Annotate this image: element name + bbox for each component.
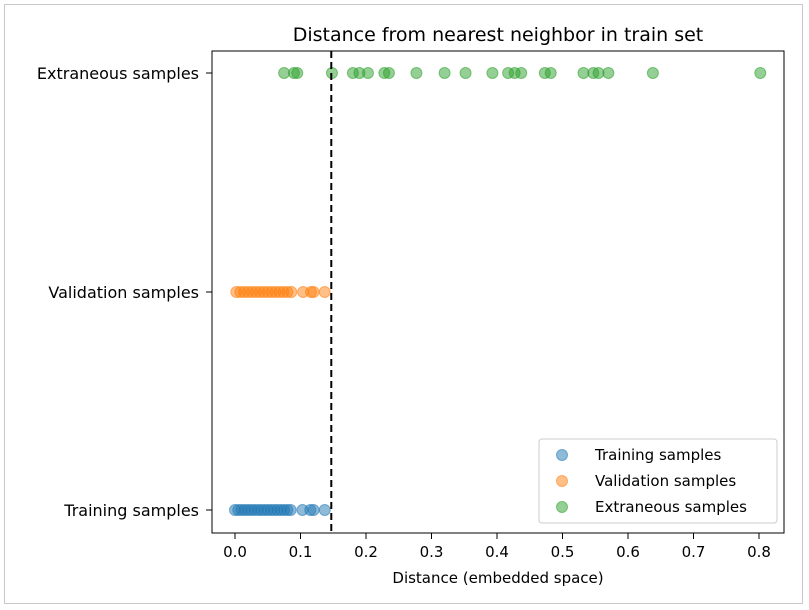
- legend-marker: [556, 449, 568, 461]
- y-axis: Training samples Validation samples Extran…: [37, 64, 212, 520]
- data-point: [285, 286, 298, 298]
- x-axis-label: Distance (embedded space): [392, 569, 603, 587]
- chart-title: Distance from nearest neighbor in train …: [293, 24, 704, 46]
- legend-marker: [556, 501, 568, 513]
- x-tick-label: 0.7: [682, 543, 706, 561]
- data-point: [438, 67, 451, 79]
- x-tick-label: 0.8: [747, 543, 771, 561]
- data-point: [291, 67, 304, 79]
- data-point: [515, 67, 528, 79]
- y-tick-label: Training samples: [63, 501, 199, 520]
- x-tick-label: 0.3: [420, 543, 444, 561]
- data-point: [318, 504, 331, 516]
- legend-label: Extraneous samples: [595, 498, 747, 516]
- data-point: [307, 504, 320, 516]
- legend-box: [538, 438, 778, 524]
- legend-marker: [556, 475, 568, 487]
- data-point: [486, 67, 499, 79]
- legend-label: Training samples: [594, 446, 721, 464]
- x-tick-label: 0.2: [354, 543, 378, 561]
- legend-label: Validation samples: [595, 472, 736, 490]
- data-point: [754, 67, 767, 79]
- x-tick-label: 0.1: [289, 543, 313, 561]
- data-point: [646, 67, 659, 79]
- legend: Training samples Validation samples Extran…: [538, 438, 778, 524]
- y-tick-label: Extraneous samples: [37, 64, 199, 83]
- data-point: [318, 286, 331, 298]
- x-tick-label: 0.6: [616, 543, 640, 561]
- data-point: [382, 67, 395, 79]
- data-point: [459, 67, 472, 79]
- x-tick-label: 0.0: [223, 543, 247, 561]
- plot-area: [211, 50, 785, 534]
- data-point: [284, 504, 297, 516]
- data-point: [544, 67, 557, 79]
- y-tick-label: Validation samples: [48, 283, 199, 302]
- x-tick-label: 0.4: [485, 543, 509, 561]
- data-point: [307, 286, 320, 298]
- x-tick-label: 0.5: [551, 543, 575, 561]
- data-point: [602, 67, 615, 79]
- x-axis: 0.0 0.1 0.2 0.3 0.4 0.5 0.6 0.7 0.8: [223, 533, 771, 561]
- data-point: [361, 67, 374, 79]
- data-point: [410, 67, 423, 79]
